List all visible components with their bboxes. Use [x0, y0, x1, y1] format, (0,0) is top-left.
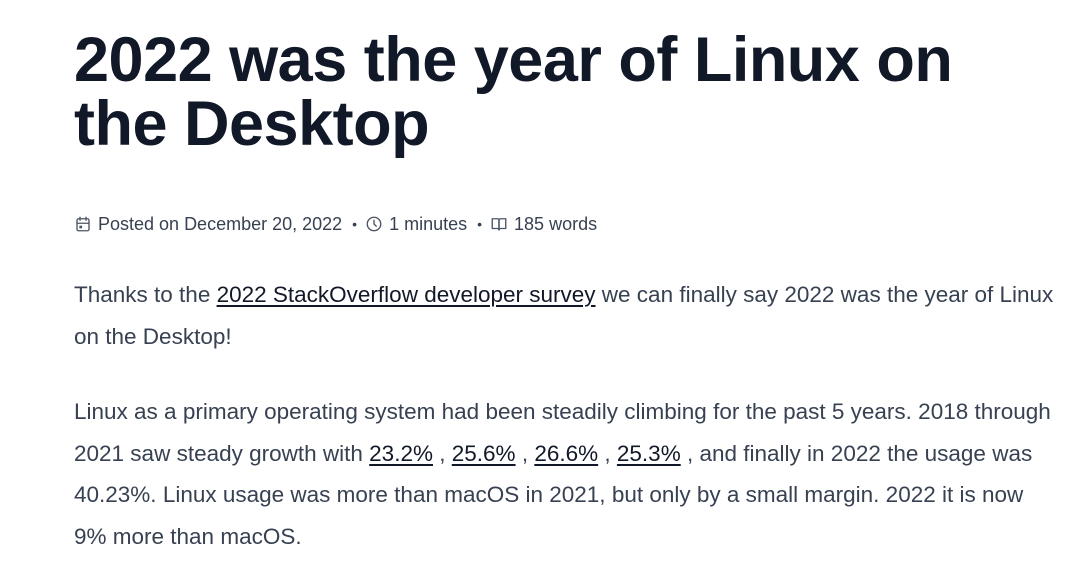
reading-time: 1 minutes: [389, 213, 468, 234]
stats-paragraph: Linux as a primary operating system had …: [74, 391, 1054, 557]
article: 2022 was the year of Linux on the Deskto…: [74, 28, 1054, 557]
text: ,: [515, 440, 535, 466]
word-count: 185 words: [514, 213, 598, 234]
text: ,: [598, 440, 617, 466]
book-icon: [490, 215, 508, 233]
calendar-icon: [74, 215, 92, 233]
text: finally in 2022 the usage was 40.23%. Li…: [74, 440, 1033, 549]
text: Thanks to the: [74, 282, 217, 307]
stat-link-2021[interactable]: 25.3%: [616, 440, 681, 466]
post-meta: Posted on December 20, 2022 • 1 minutes …: [74, 212, 1054, 236]
text: Linux as a primary operating system had …: [74, 399, 1051, 466]
text: we can finally say 2022 was the year of …: [74, 282, 1054, 349]
text: ,: [432, 440, 452, 466]
stat-link-2019[interactable]: 25.6%: [451, 440, 516, 466]
stat-link-2020[interactable]: 26.6%: [534, 440, 599, 466]
intro-paragraph: Thanks to the 2022 StackOverflow develop…: [74, 274, 1054, 357]
meta-separator: •: [352, 216, 358, 232]
meta-separator: •: [477, 216, 483, 232]
survey-link[interactable]: 2022 StackOverflow developer survey: [216, 282, 596, 307]
text: , and: [680, 440, 738, 466]
page-title: 2022 was the year of Linux on the Deskto…: [74, 25, 953, 159]
stat-link-2018[interactable]: 23.2%: [369, 440, 433, 466]
clock-icon: [365, 215, 383, 233]
posted-date: Posted on December 20, 2022: [98, 213, 343, 234]
